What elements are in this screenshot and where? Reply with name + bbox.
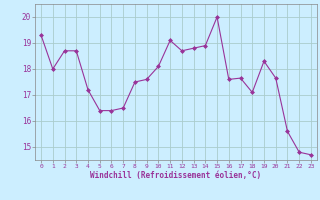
X-axis label: Windchill (Refroidissement éolien,°C): Windchill (Refroidissement éolien,°C) bbox=[91, 171, 261, 180]
